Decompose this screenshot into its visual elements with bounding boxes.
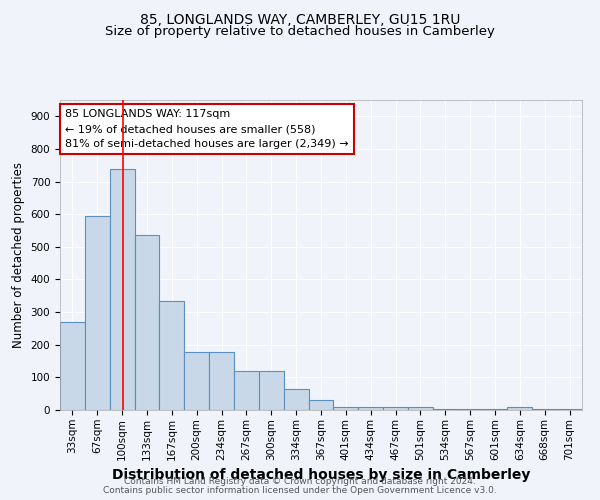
X-axis label: Distribution of detached houses by size in Camberley: Distribution of detached houses by size … (112, 468, 530, 482)
Text: Contains HM Land Registry data © Crown copyright and database right 2024.: Contains HM Land Registry data © Crown c… (124, 477, 476, 486)
Bar (358, 406, 383, 410)
Bar (334, 406, 358, 410)
Bar (184, 352, 209, 410)
Bar (134, 236, 160, 410)
Y-axis label: Number of detached properties: Number of detached properties (12, 162, 25, 348)
Bar (284, 389, 308, 410)
Bar (85, 216, 110, 410)
Bar (110, 168, 134, 410)
Text: Contains public sector information licensed under the Open Government Licence v3: Contains public sector information licen… (103, 486, 497, 495)
Bar (308, 400, 334, 410)
Bar (508, 408, 532, 410)
Bar (160, 300, 184, 410)
Bar (383, 408, 408, 410)
Bar (433, 409, 458, 410)
Text: Size of property relative to detached houses in Camberley: Size of property relative to detached ho… (105, 25, 495, 38)
Text: 85, LONGLANDS WAY, CAMBERLEY, GU15 1RU: 85, LONGLANDS WAY, CAMBERLEY, GU15 1RU (140, 12, 460, 26)
Bar (532, 409, 557, 410)
Bar (408, 408, 433, 410)
Bar (209, 352, 234, 410)
Bar (234, 372, 259, 410)
Bar (557, 409, 582, 410)
Bar (482, 409, 508, 410)
Text: 85 LONGLANDS WAY: 117sqm
← 19% of detached houses are smaller (558)
81% of semi-: 85 LONGLANDS WAY: 117sqm ← 19% of detach… (65, 110, 349, 149)
Bar (259, 372, 284, 410)
Bar (458, 409, 482, 410)
Bar (60, 322, 85, 410)
